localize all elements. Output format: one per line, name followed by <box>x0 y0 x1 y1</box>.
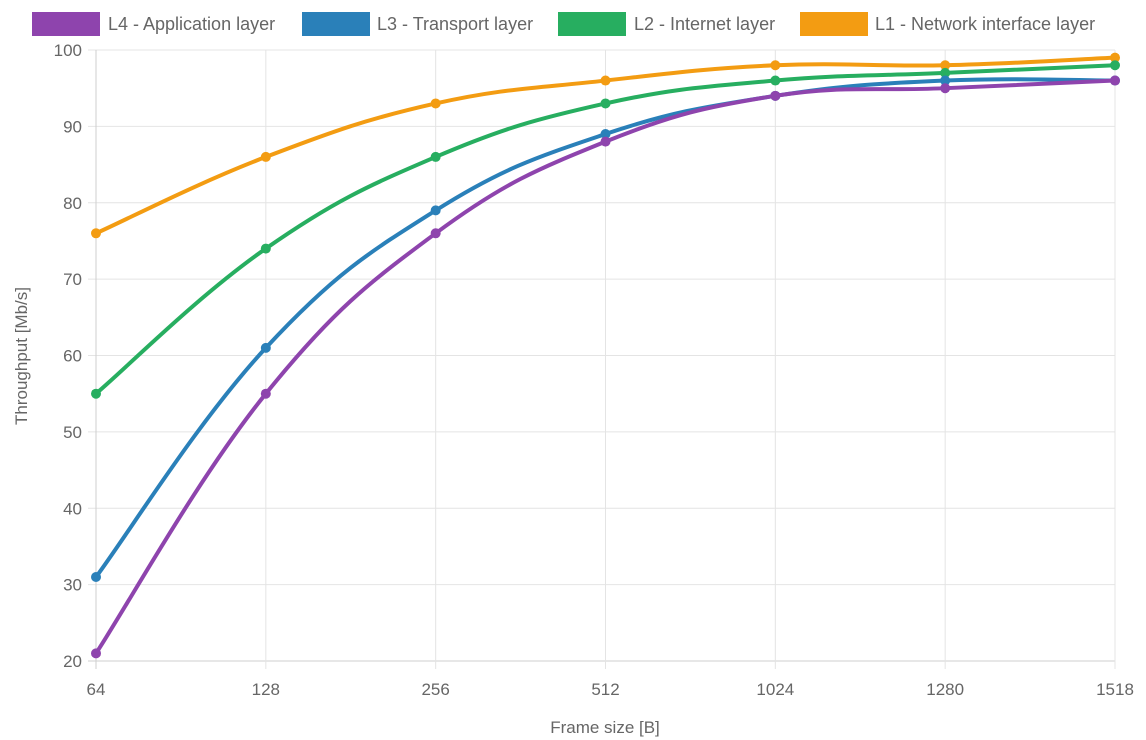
y-tick-label: 80 <box>63 194 82 213</box>
series-3 <box>91 60 1120 399</box>
data-point[interactable] <box>91 571 101 582</box>
x-tick-label: 1024 <box>756 680 794 699</box>
x-axis-title: Frame size [B] <box>550 718 660 737</box>
data-point[interactable] <box>600 75 611 86</box>
data-point[interactable] <box>430 228 441 239</box>
y-tick-label: 40 <box>63 499 82 518</box>
y-tick-label: 90 <box>63 117 82 136</box>
data-point[interactable] <box>940 67 951 78</box>
data-point[interactable] <box>430 205 441 216</box>
x-tick-label: 1518 <box>1096 680 1134 699</box>
y-axis: 20 30 40 50 60 70 80 90 100 <box>54 41 82 671</box>
chart-legend: L4 - Application layer L3 - Transport lay… <box>32 12 1095 36</box>
data-point[interactable] <box>260 243 271 254</box>
data-point[interactable] <box>770 60 781 71</box>
data-point[interactable] <box>91 648 101 659</box>
y-tick-label: 60 <box>63 347 82 366</box>
x-axis: 64 128 256 512 1024 1280 1518 <box>87 680 1134 699</box>
y-tick-label: 30 <box>63 576 82 595</box>
x-tick-label: 64 <box>87 680 106 699</box>
y-axis-title: Throughput [Mb/s] <box>12 287 31 425</box>
y-tick-label: 100 <box>54 41 82 60</box>
data-point[interactable] <box>260 388 271 399</box>
legend-label: L1 - Network interface layer <box>875 14 1095 34</box>
legend-item[interactable]: L4 - Application layer <box>32 12 275 36</box>
data-point[interactable] <box>600 129 611 140</box>
data-point[interactable] <box>260 342 271 353</box>
legend-swatch <box>32 12 100 36</box>
data-point[interactable] <box>260 151 271 162</box>
data-point[interactable] <box>91 228 101 239</box>
legend-swatch <box>558 12 626 36</box>
data-point[interactable] <box>940 83 951 94</box>
data-point[interactable] <box>770 90 781 101</box>
legend-label: L4 - Application layer <box>108 14 275 34</box>
legend-label: L3 - Transport layer <box>377 14 533 34</box>
x-tick-label: 1280 <box>926 680 964 699</box>
legend-item[interactable]: L3 - Transport layer <box>302 12 533 36</box>
x-tick-label: 256 <box>421 680 449 699</box>
data-point[interactable] <box>1110 60 1120 71</box>
legend-item[interactable]: L1 - Network interface layer <box>800 12 1095 36</box>
series-group <box>91 52 1120 659</box>
legend-swatch <box>302 12 370 36</box>
data-point[interactable] <box>1110 75 1120 86</box>
data-point[interactable] <box>600 98 611 109</box>
y-tick-label: 50 <box>63 423 82 442</box>
data-point[interactable] <box>600 136 611 147</box>
series-1 <box>91 75 1120 659</box>
legend-item[interactable]: L2 - Internet layer <box>558 12 775 36</box>
legend-swatch <box>800 12 868 36</box>
x-tick-label: 128 <box>252 680 280 699</box>
legend-label: L2 - Internet layer <box>634 14 775 34</box>
y-tick-label: 70 <box>63 270 82 289</box>
y-tick-label: 20 <box>63 652 82 671</box>
x-tick-label: 512 <box>591 680 619 699</box>
data-point[interactable] <box>770 75 781 86</box>
data-point[interactable] <box>940 75 951 86</box>
data-point[interactable] <box>430 98 441 109</box>
data-point[interactable] <box>940 60 951 71</box>
series-4 <box>91 52 1120 239</box>
data-point[interactable] <box>1110 52 1120 63</box>
data-point[interactable] <box>91 388 101 399</box>
data-point[interactable] <box>430 151 441 162</box>
